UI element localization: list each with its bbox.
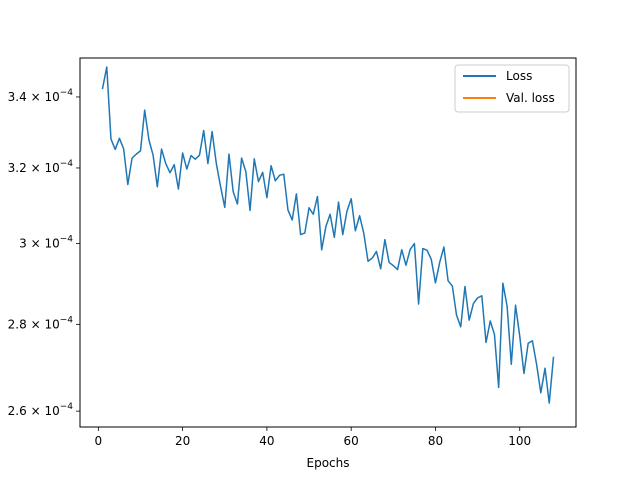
x-tick-label: 80 (428, 434, 443, 448)
y-axis: 2.6 × 10−4 2.8 × 10−4 3 × 10−4 3.2 × 10−4 3.… (8, 88, 80, 418)
y-tick-label: 2.8 × 10−4 (8, 315, 74, 331)
x-axis-label: Epochs (307, 456, 350, 470)
x-tick-label: 20 (175, 434, 190, 448)
x-tick-label: 40 (259, 434, 274, 448)
plot-area (80, 58, 576, 427)
legend-label-loss: Loss (506, 69, 532, 83)
x-tick-label: 0 (95, 434, 103, 448)
x-tick-label: 60 (344, 434, 359, 448)
x-axis: 0 20 40 60 80 100 (95, 427, 531, 448)
y-tick-label: 3.2 × 10−4 (8, 159, 74, 175)
series-layer (101, 66, 555, 404)
axes-frame (79, 57, 577, 428)
x-tick-label: 100 (508, 434, 531, 448)
legend-label-val-loss: Val. loss (506, 91, 555, 105)
series-line-loss (101, 66, 555, 404)
y-tick-label: 2.6 × 10−4 (8, 402, 74, 418)
y-tick-label: 3.4 × 10−4 (8, 88, 74, 104)
legend: Loss Val. loss (454, 64, 570, 113)
y-tick-label: 3 × 10−4 (19, 235, 73, 251)
